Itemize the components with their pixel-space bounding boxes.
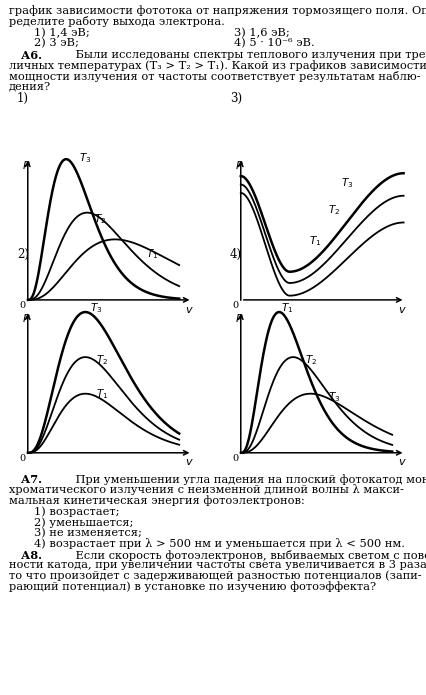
Text: 2): 2): [17, 248, 29, 261]
Text: $T_1$: $T_1$: [96, 387, 108, 401]
Text: 2) 3 эВ;: 2) 3 эВ;: [34, 38, 79, 49]
Text: мальная кинетическая энергия фотоэлектронов:: мальная кинетическая энергия фотоэлектро…: [9, 495, 304, 506]
Text: $T_3$: $T_3$: [328, 390, 341, 404]
Text: $v$: $v$: [185, 304, 194, 315]
Text: хроматического излучения с неизменной длиной волны λ макси-: хроматического излучения с неизменной дл…: [9, 484, 403, 496]
Text: При уменьшении угла падения на плоский фотокатод моно-: При уменьшении угла падения на плоский ф…: [72, 474, 426, 485]
Text: $P$: $P$: [236, 159, 244, 171]
Text: 0: 0: [233, 302, 239, 311]
Text: А8.: А8.: [9, 550, 41, 561]
Text: 2) уменьшается;: 2) уменьшается;: [34, 517, 133, 528]
Text: Были исследованы спектры теплового излучения при трех раз-: Были исследованы спектры теплового излуч…: [72, 50, 426, 60]
Text: $v$: $v$: [398, 304, 407, 315]
Text: 1) 1,4 эВ;: 1) 1,4 эВ;: [34, 28, 90, 38]
Text: $T_2$: $T_2$: [305, 352, 317, 366]
Text: $T_3$: $T_3$: [89, 302, 102, 316]
Text: личных температурах (T₃ > T₂ > T₁). Какой из графиков зависимости: личных температурах (T₃ > T₂ > T₁). Како…: [9, 60, 426, 72]
Text: А6.: А6.: [9, 50, 41, 61]
Text: $T_2$: $T_2$: [328, 203, 341, 217]
Text: $P$: $P$: [23, 312, 31, 324]
Text: 3) не изменяется;: 3) не изменяется;: [34, 528, 142, 538]
Text: $P$: $P$: [23, 159, 31, 171]
Text: $P$: $P$: [236, 312, 244, 324]
Text: 0: 0: [233, 455, 239, 464]
Text: график зависимости фототока от напряжения тормозящего поля. Оп-: график зависимости фототока от напряжени…: [9, 6, 426, 17]
Text: 3): 3): [230, 92, 242, 106]
Text: А7.: А7.: [9, 474, 41, 485]
Text: ределите работу выхода электрона.: ределите работу выхода электрона.: [9, 16, 225, 27]
Text: то что произойдет с задерживающей разностью потенциалов (запи-: то что произойдет с задерживающей разнос…: [9, 571, 421, 581]
Text: Если скорость фотоэлектронов, выбиваемых светом с поверх-: Если скорость фотоэлектронов, выбиваемых…: [72, 550, 426, 561]
Text: $T_2$: $T_2$: [94, 213, 106, 226]
Text: $T_1$: $T_1$: [146, 247, 158, 261]
Text: 0: 0: [20, 455, 26, 464]
Text: 1) возрастает;: 1) возрастает;: [34, 507, 120, 517]
Text: $T_3$: $T_3$: [341, 177, 354, 190]
Text: $T_1$: $T_1$: [281, 302, 294, 316]
Text: $T_2$: $T_2$: [96, 352, 108, 366]
Text: 4): 4): [230, 248, 242, 261]
Text: 4) 5 · 10⁻⁶ эВ.: 4) 5 · 10⁻⁶ эВ.: [234, 38, 315, 49]
Text: $T_3$: $T_3$: [79, 152, 91, 165]
Text: 1): 1): [17, 92, 29, 106]
Text: рающий потенциал) в установке по изучению фотоэффекта?: рающий потенциал) в установке по изучени…: [9, 581, 376, 592]
Text: 4) возрастает при λ > 500 нм и уменьшается при λ < 500 нм.: 4) возрастает при λ > 500 нм и уменьшает…: [34, 538, 405, 549]
Text: $v$: $v$: [185, 457, 194, 468]
Text: 3) 1,6 эВ;: 3) 1,6 эВ;: [234, 28, 290, 38]
Text: мощности излучения от частоты соответствует результатам наблю-: мощности излучения от частоты соответств…: [9, 71, 420, 82]
Text: $v$: $v$: [398, 457, 407, 468]
Text: $T_1$: $T_1$: [309, 234, 321, 248]
Text: ности катода, при увеличении частоты света увеличивается в 3 раза,: ности катода, при увеличении частоты све…: [9, 560, 426, 570]
Text: дения?: дения?: [9, 81, 51, 91]
Text: 0: 0: [20, 302, 26, 311]
